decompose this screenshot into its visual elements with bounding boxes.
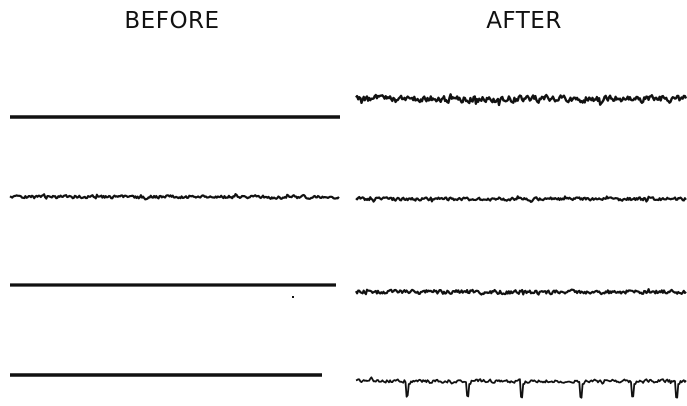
after-traces — [355, 93, 687, 399]
after-trace-2 — [355, 195, 687, 203]
before-trace-3-stray-dot — [292, 296, 294, 298]
after-trace-4 — [355, 376, 687, 399]
after-trace-1 — [355, 93, 687, 107]
after-column-heading: AFTER — [486, 8, 562, 34]
after-trace-3 — [355, 288, 687, 296]
before-traces — [9, 115, 340, 377]
before-trace-2 — [9, 193, 340, 201]
before-column-heading: BEFORE — [124, 8, 220, 34]
